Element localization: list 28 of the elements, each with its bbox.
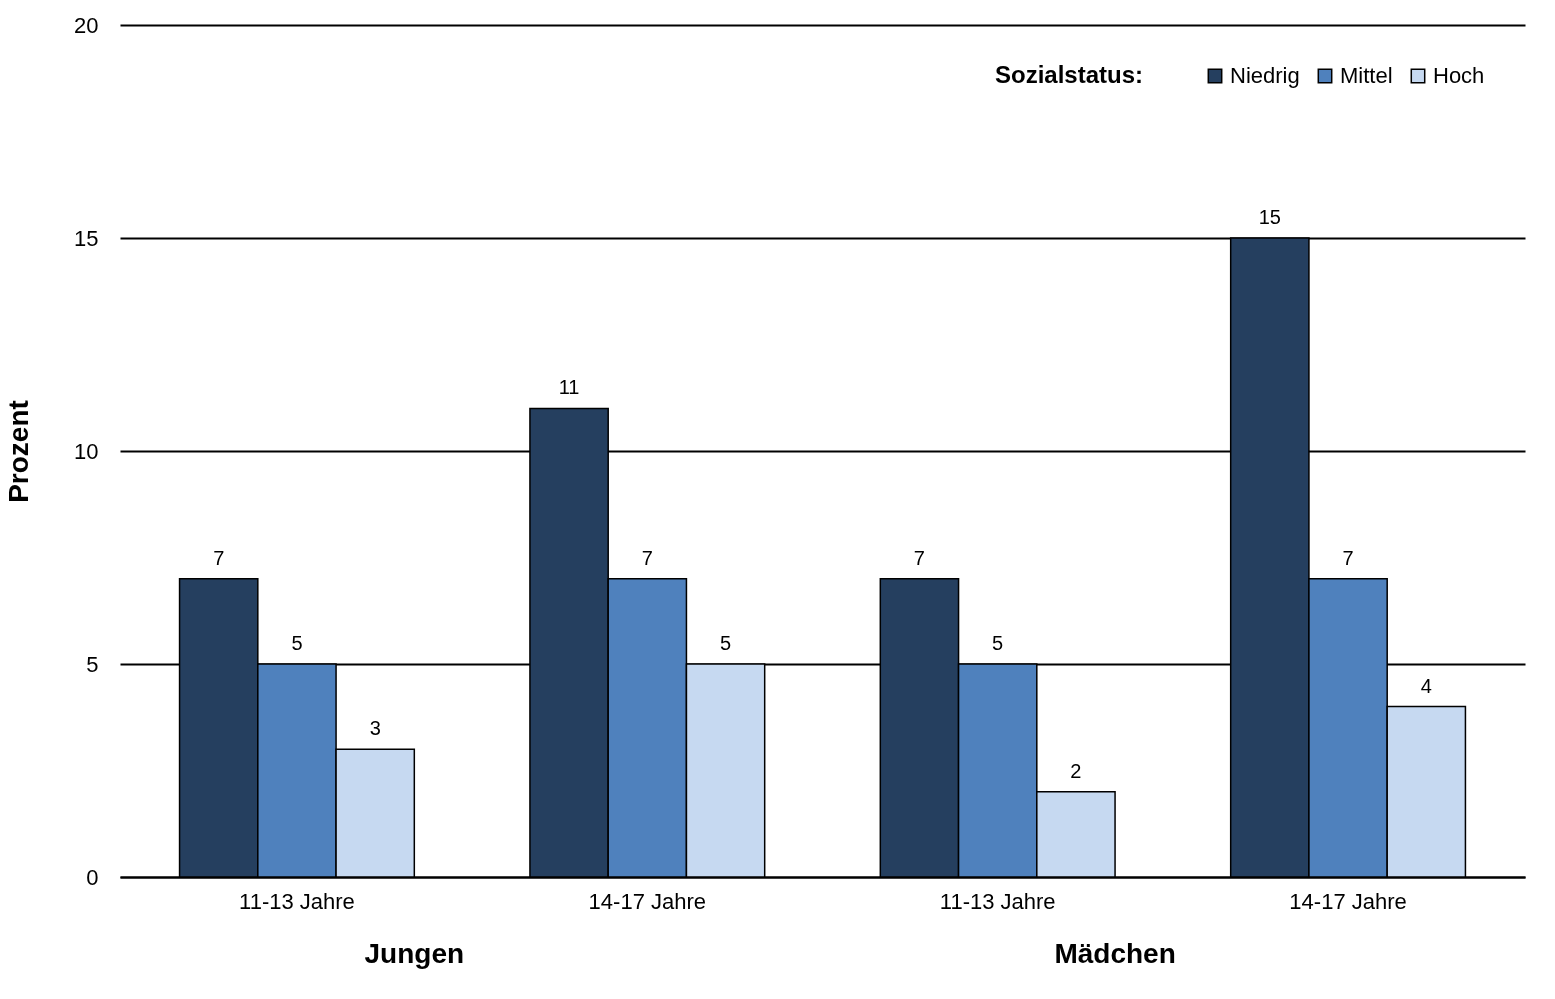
data-label: 3 xyxy=(369,717,381,740)
data-label: 4 xyxy=(1420,674,1432,697)
data-label: 5 xyxy=(720,632,732,654)
data-label: 2 xyxy=(1070,759,1082,782)
data-label: 11 xyxy=(558,376,580,399)
x-tick-label: 14-17 Jahre xyxy=(1289,888,1407,914)
y-axis-title: Prozent xyxy=(3,400,35,503)
y-tick-label: 20 xyxy=(74,12,99,38)
legend-label: Hoch xyxy=(1433,63,1485,88)
y-tick-label: 15 xyxy=(74,225,99,251)
data-label: 15 xyxy=(1258,206,1281,228)
data-label: 7 xyxy=(641,546,653,569)
data-label: 7 xyxy=(913,546,925,569)
legend-title: Sozialstatus: xyxy=(995,61,1144,88)
y-tick-label: 5 xyxy=(86,651,99,677)
data-label: 7 xyxy=(213,546,225,569)
data-label: 5 xyxy=(992,632,1004,654)
data-label: 5 xyxy=(291,632,303,654)
text: Mädchen xyxy=(1054,938,1176,969)
x-tick-label: 11-13 Jahre xyxy=(239,888,355,914)
text: Jungen xyxy=(364,938,465,969)
legend-label: Mittel xyxy=(1340,63,1393,88)
data-label: 7 xyxy=(1342,546,1354,569)
legend-label: Niedrig xyxy=(1230,63,1300,88)
x-tick-label: 11-13 Jahre xyxy=(939,888,1056,914)
y-tick-label: 0 xyxy=(86,864,99,890)
y-tick-label: 10 xyxy=(74,438,99,464)
x-tick-label: 14-17 Jahre xyxy=(588,888,707,914)
